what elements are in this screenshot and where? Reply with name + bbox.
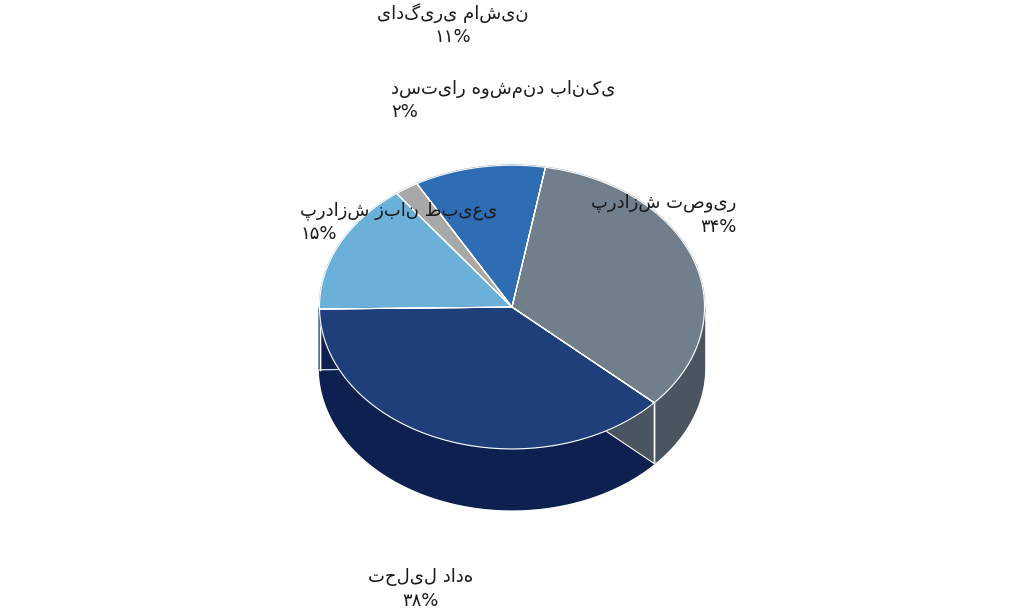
Polygon shape	[417, 165, 546, 307]
Ellipse shape	[319, 226, 705, 510]
Text: یادگیری ماشین
۱۱%: یادگیری ماشین ۱۱%	[377, 3, 528, 47]
Polygon shape	[319, 307, 654, 449]
Polygon shape	[654, 308, 705, 464]
Text: پردازش تصویر
۳۴%: پردازش تصویر ۳۴%	[591, 193, 736, 236]
Polygon shape	[319, 307, 512, 370]
Polygon shape	[396, 184, 512, 307]
Polygon shape	[319, 193, 512, 309]
Polygon shape	[512, 168, 705, 403]
Polygon shape	[319, 309, 654, 510]
Text: دستیار هوشمند بانکی
۲%: دستیار هوشمند بانکی ۲%	[391, 79, 615, 122]
Polygon shape	[512, 307, 654, 464]
Text: تحلیل داده
۳۸%: تحلیل داده ۳۸%	[368, 568, 473, 610]
Polygon shape	[319, 307, 512, 370]
Polygon shape	[512, 307, 654, 464]
Text: پردازش زبان طبیعی
۱۵%: پردازش زبان طبیعی ۱۵%	[300, 201, 498, 243]
